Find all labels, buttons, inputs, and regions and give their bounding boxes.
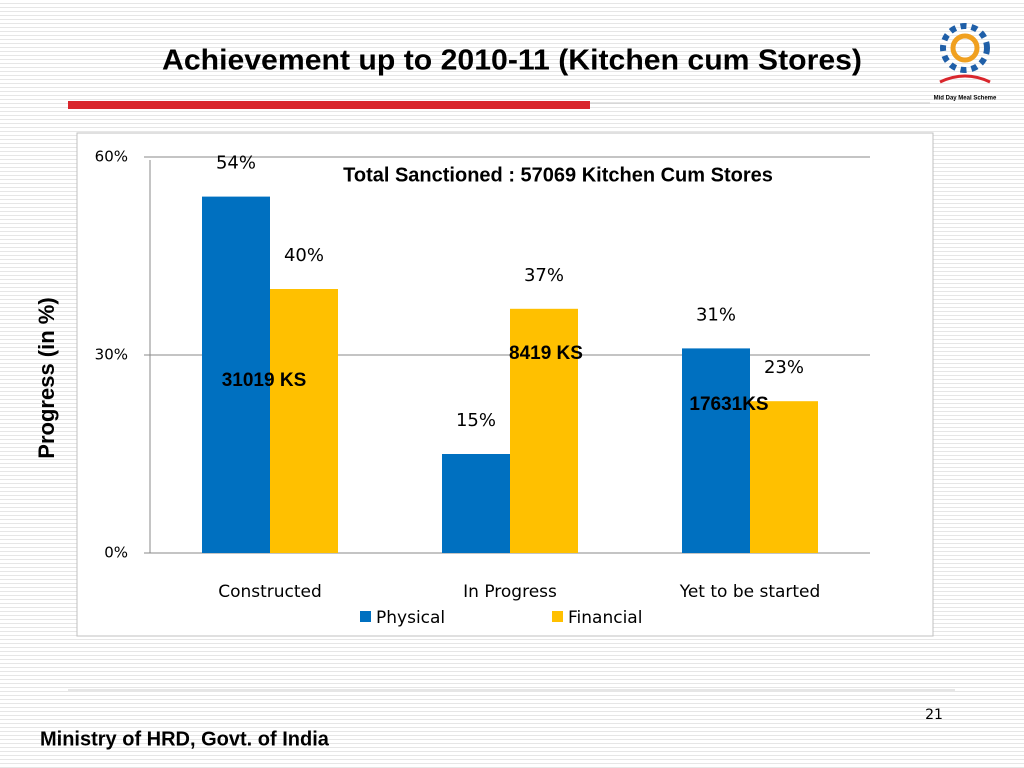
bar [270,289,338,553]
data-label: 31% [696,304,736,325]
annotation: Total Sanctioned : 57069 Kitchen Cum Sto… [343,164,773,186]
bar [750,401,818,553]
y-tick-label: 30% [95,346,128,364]
data-label: 23% [764,357,804,378]
legend-label: Physical [376,608,445,628]
bar [442,454,510,553]
x-tick-label: Yet to be started [679,582,821,602]
slide-title: Achievement up to 2010-11 (Kitchen cum S… [162,45,862,77]
x-tick-label: In Progress [463,582,557,602]
bar [510,308,578,553]
legend-swatch [360,611,371,622]
annotation: 17631KS [689,394,768,415]
data-label: 37% [524,265,564,286]
footer: Ministry of HRD, Govt. of India [40,728,330,750]
page-number: 21 [925,707,943,723]
data-label: 40% [284,245,324,266]
bar [682,348,750,553]
annotation: 31019 KS [222,370,307,391]
title-rule [68,101,590,109]
y-axis-label: Progress (in %) [34,297,59,458]
y-tick-label: 0% [104,544,128,562]
legend-label: Financial [568,608,642,628]
logo: Mid Day Meal Scheme [934,23,997,102]
data-label: 15% [456,410,496,431]
data-label: 54% [216,153,256,174]
x-tick-label: Constructed [218,582,322,602]
annotation: 8419 KS [509,343,583,364]
legend-swatch [552,611,563,622]
logo-text: Mid Day Meal Scheme [934,96,997,102]
y-tick-label: 60% [95,148,128,166]
bar [202,196,270,553]
